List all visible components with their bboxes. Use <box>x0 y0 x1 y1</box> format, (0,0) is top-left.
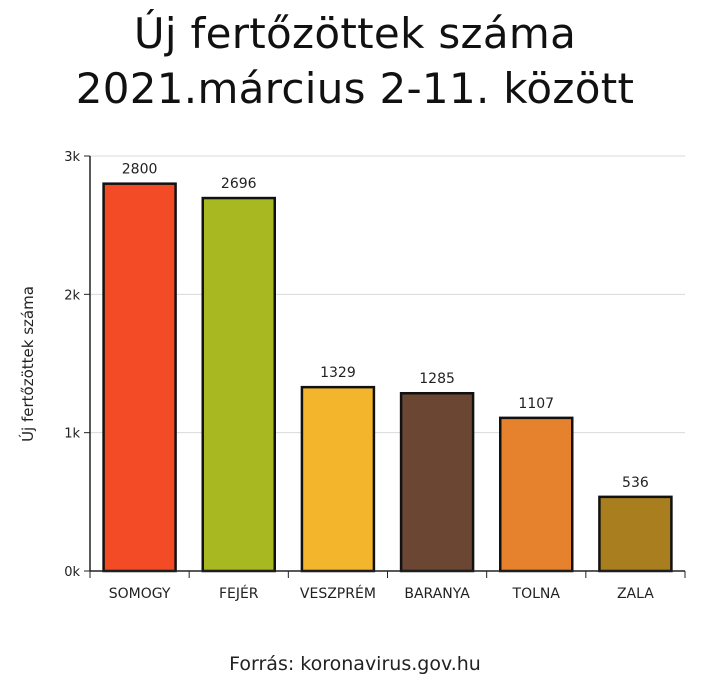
bar <box>499 416 574 573</box>
x-tick-label: FEJÉR <box>219 585 259 602</box>
y-axis-label: Új fertőzöttek száma <box>18 286 37 442</box>
x-tick-label: SOMOGY <box>109 586 171 602</box>
axes <box>84 155 686 578</box>
y-tick-label: 0k <box>64 565 80 580</box>
chart-title-line1: Új fertőzöttek száma <box>133 9 577 58</box>
x-tick-label: VESZPRÉM <box>300 585 376 602</box>
x-tick-label: ZALA <box>617 586 654 602</box>
data-label: 1329 <box>320 365 356 381</box>
source-note: Forrás: koronavirus.gov.hu <box>229 653 481 675</box>
data-label: 1285 <box>419 371 455 387</box>
y-tick-label: 3k <box>64 150 80 165</box>
bar <box>201 196 276 573</box>
labels: 0k 1k 2k 3k 2800 SOMOGY 2696 FEJÉR 1329 VESZPRÉM 1… <box>64 150 654 602</box>
chart-title-line2: 2021.március 2-11. között <box>75 64 635 113</box>
bars <box>102 182 673 573</box>
bar <box>300 385 376 573</box>
y-tick-label: 1k <box>64 427 80 442</box>
bar <box>102 182 177 573</box>
x-tick-label: TOLNA <box>512 586 561 602</box>
data-label: 2696 <box>221 176 257 192</box>
x-tick-label: BARANYA <box>404 586 470 602</box>
data-label: 1107 <box>518 396 554 412</box>
data-label: 536 <box>622 475 649 491</box>
bar <box>399 391 475 573</box>
bar <box>598 495 673 573</box>
y-tick-label: 2k <box>64 288 80 303</box>
data-label: 2800 <box>122 162 158 178</box>
grid-lines <box>90 155 685 434</box>
